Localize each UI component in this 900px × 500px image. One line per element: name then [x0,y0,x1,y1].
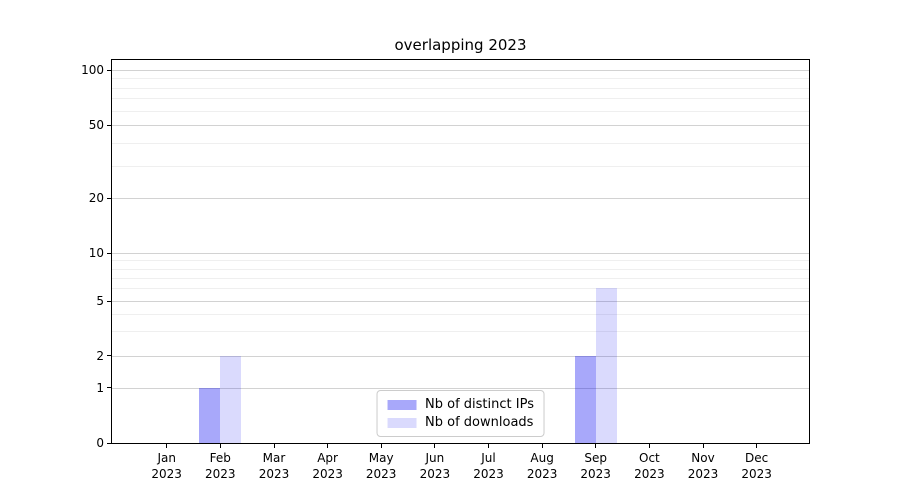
y-tick-label-50: 50 [88,118,104,132]
gridline-minor-9 [112,260,809,262]
gridline-minor-7 [112,277,809,279]
gridline-major-5 [112,301,809,302]
legend-item-distinct-ips: Nb of distinct IPs [387,397,534,412]
y-tick-mark-1 [107,387,111,388]
gridline-major-2 [112,355,809,357]
legend: Nb of distinct IPs Nb of downloads [376,390,545,437]
x-tick-mark-feb [219,444,221,448]
gridline-major-50 [112,125,809,126]
x-tick-mark-sep [595,444,597,448]
x-tick-mark-jul [488,444,489,448]
legend-item-downloads: Nb of downloads [387,415,534,430]
x-tick-label-nov-2023: Nov 2023 [687,451,719,481]
x-tick-label-oct-2023: Oct 2023 [634,451,665,481]
gridline-minor-80 [112,87,809,89]
bar-nb-of-distinct-ips-feb-2023 [199,387,221,443]
x-tick-mark-may [380,444,382,448]
y-tick-label-10: 10 [88,246,104,260]
x-tick-label-dec-2023: Dec 2023 [741,451,772,481]
x-tick-label-jul-2023: Jul 2023 [473,451,504,481]
gridline-minor-60 [112,110,809,112]
y-tick-label-5: 5 [96,294,104,308]
bar-nb-of-downloads-sep-2023 [595,288,617,443]
gridline-major-20 [112,198,809,199]
y-tick-mark-20 [107,197,111,199]
plot-area: Nb of distinct IPs Nb of downloads [111,59,810,444]
gridline-minor-30 [112,165,809,167]
gridline-minor-3 [112,331,809,333]
x-tick-mark-jun [434,444,436,448]
x-tick-mark-apr [327,444,329,448]
y-tick-mark-10 [107,252,111,254]
y-tick-label-100: 100 [81,63,104,77]
x-tick-label-sep-2023: Sep 2023 [580,451,611,481]
bar-nb-of-downloads-feb-2023 [220,355,242,443]
legend-swatch-downloads [387,417,417,428]
legend-swatch-distinct-ips [387,399,417,410]
x-tick-mark-dec [756,444,758,448]
gridline-minor-8 [112,268,809,270]
x-tick-mark-oct [648,444,650,448]
y-tick-label-1: 1 [96,380,104,395]
x-tick-label-jan-2023: Jan 2023 [151,451,182,481]
y-tick-mark-100 [107,69,111,71]
y-tick-label-2: 2 [96,348,104,363]
y-tick-label-20: 20 [88,191,104,205]
legend-label-downloads: Nb of downloads [425,415,534,430]
x-tick-label-jun-2023: Jun 2023 [419,451,451,481]
gridline-major-1 [112,387,809,389]
gridline-major-10 [112,253,809,254]
plot-layer [112,60,809,443]
legend-label-distinct-ips: Nb of distinct IPs [425,397,534,412]
bar-nb-of-distinct-ips-sep-2023 [574,355,596,443]
gridline-minor-4 [112,314,809,316]
y-tick-label-0: 0 [96,436,104,450]
x-tick-label-apr-2023: Apr 2023 [312,451,343,481]
y-tick-mark-2 [107,355,111,356]
gridline-minor-90 [112,78,809,80]
x-tick-label-feb-2023: Feb 2023 [205,451,236,481]
gridline-minor-6 [112,288,809,290]
gridline-minor-70 [112,98,809,100]
x-tick-label-may-2023: May 2023 [365,451,397,481]
y-tick-mark-0 [107,442,111,444]
x-tick-mark-nov [702,444,704,448]
chart-title: overlapping 2023 [394,36,527,54]
x-tick-label-mar-2023: Mar 2023 [258,451,290,481]
x-tick-mark-mar [273,444,275,448]
y-tick-mark-5 [107,300,111,302]
gridline-major-100 [112,70,809,71]
x-tick-label-aug-2023: Aug 2023 [526,451,558,481]
gridline-minor-40 [112,142,809,144]
x-tick-mark-aug [541,444,543,448]
y-tick-mark-50 [107,124,111,126]
x-tick-mark-jan [166,444,168,448]
